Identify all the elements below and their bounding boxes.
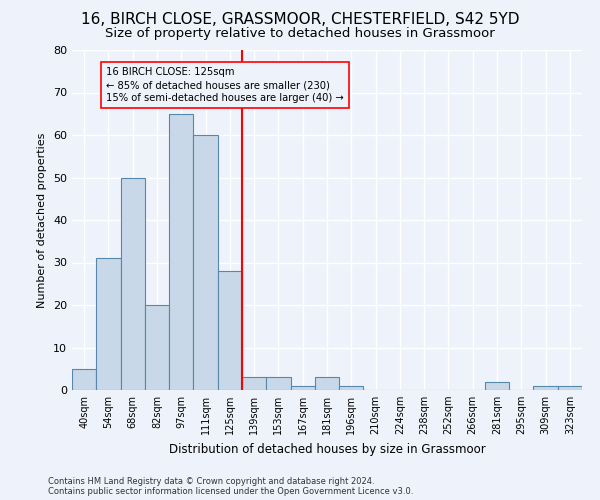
Bar xyxy=(121,178,145,390)
Bar xyxy=(290,386,315,390)
Bar xyxy=(72,369,96,390)
Y-axis label: Number of detached properties: Number of detached properties xyxy=(37,132,47,308)
Bar xyxy=(485,382,509,390)
Text: Size of property relative to detached houses in Grassmoor: Size of property relative to detached ho… xyxy=(105,28,495,40)
Bar xyxy=(218,271,242,390)
Bar xyxy=(315,378,339,390)
Bar xyxy=(96,258,121,390)
Bar xyxy=(193,135,218,390)
Bar xyxy=(339,386,364,390)
Bar xyxy=(533,386,558,390)
Bar xyxy=(266,378,290,390)
Text: Contains HM Land Registry data © Crown copyright and database right 2024.
Contai: Contains HM Land Registry data © Crown c… xyxy=(48,476,413,496)
Bar xyxy=(558,386,582,390)
Bar xyxy=(145,305,169,390)
Text: 16 BIRCH CLOSE: 125sqm
← 85% of detached houses are smaller (230)
15% of semi-de: 16 BIRCH CLOSE: 125sqm ← 85% of detached… xyxy=(106,67,344,104)
Text: 16, BIRCH CLOSE, GRASSMOOR, CHESTERFIELD, S42 5YD: 16, BIRCH CLOSE, GRASSMOOR, CHESTERFIELD… xyxy=(81,12,519,28)
Bar xyxy=(169,114,193,390)
Bar xyxy=(242,378,266,390)
X-axis label: Distribution of detached houses by size in Grassmoor: Distribution of detached houses by size … xyxy=(169,442,485,456)
